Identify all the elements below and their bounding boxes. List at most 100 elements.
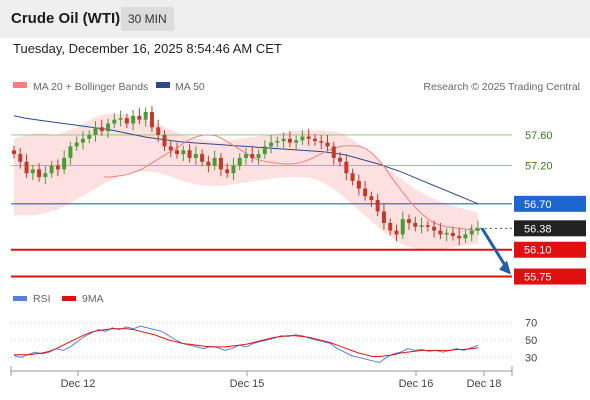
timestamp: Tuesday, December 16, 2025 8:54:46 AM CE… bbox=[13, 41, 282, 56]
candle-body bbox=[306, 136, 311, 139]
level-tag-56.10 bbox=[514, 241, 586, 258]
candle-body bbox=[450, 232, 455, 236]
level-label-56.38: 56.38 bbox=[524, 223, 552, 235]
candle-body bbox=[212, 157, 217, 166]
candle-body bbox=[181, 150, 186, 155]
rsi-legend-swatch bbox=[13, 296, 27, 301]
candle-body bbox=[344, 161, 349, 174]
candle-body bbox=[457, 235, 462, 239]
candle-body bbox=[124, 118, 129, 124]
projection-arrow bbox=[480, 227, 509, 270]
candle-body bbox=[149, 112, 154, 128]
rsi-ma-line bbox=[14, 328, 479, 357]
candle-body bbox=[193, 154, 198, 158]
candle-body bbox=[162, 134, 167, 147]
timeframe-badge[interactable]: 30 MIN bbox=[121, 7, 174, 31]
level-tag-56.70 bbox=[514, 195, 586, 212]
candle-body bbox=[287, 138, 292, 143]
level-label-56.70: 56.70 bbox=[524, 199, 552, 211]
candle-body bbox=[106, 123, 111, 132]
candle-body bbox=[93, 127, 98, 135]
candle-body bbox=[476, 228, 480, 231]
ma20-legend-swatch bbox=[13, 82, 27, 88]
candle-body bbox=[419, 225, 424, 227]
bollinger-band bbox=[14, 113, 478, 250]
candle-body bbox=[325, 142, 330, 147]
rsi-legend-label: RSI bbox=[33, 293, 51, 305]
candle-body bbox=[206, 161, 211, 166]
candle-body bbox=[30, 169, 35, 174]
candle-body bbox=[55, 165, 60, 170]
candle-body bbox=[312, 138, 317, 142]
candle-body bbox=[463, 234, 468, 239]
candle-body bbox=[369, 196, 374, 200]
ma50-legend-label: MA 50 bbox=[175, 81, 205, 93]
candle-body bbox=[156, 127, 161, 135]
candle-body bbox=[375, 200, 380, 212]
level-label-55.75: 55.75 bbox=[524, 272, 552, 284]
x-tick-label: Dec 15 bbox=[230, 378, 265, 390]
candle-body bbox=[99, 127, 104, 132]
candle-body bbox=[43, 173, 48, 178]
candle-body bbox=[24, 161, 29, 174]
ma20-legend-label: MA 20 + Bollinger Bands bbox=[33, 81, 148, 93]
candle-body bbox=[275, 141, 280, 143]
rsi-ma-legend-label: 9MA bbox=[82, 293, 104, 305]
level-label-57.20: 57.20 bbox=[525, 161, 553, 173]
rsi-tick-70: 70 bbox=[525, 318, 537, 330]
candle-body bbox=[37, 169, 42, 178]
candle-body bbox=[407, 219, 412, 223]
candle-body bbox=[338, 157, 343, 162]
candle-body bbox=[413, 222, 418, 227]
candle-body bbox=[250, 154, 255, 158]
candle-body bbox=[137, 115, 142, 120]
ma50-line bbox=[13, 115, 479, 205]
candle-body bbox=[256, 154, 261, 158]
candle-body bbox=[12, 150, 16, 155]
candle-body bbox=[80, 138, 85, 143]
candle-body bbox=[68, 146, 73, 158]
candle-body bbox=[294, 140, 299, 143]
candle-body bbox=[281, 138, 286, 142]
projection-arrow-head bbox=[499, 260, 511, 275]
level-tag-55.75 bbox=[514, 268, 586, 285]
candle-body bbox=[469, 230, 474, 235]
candle-body bbox=[400, 219, 405, 235]
candle-body bbox=[231, 165, 236, 174]
copyright-text: Research © 2025 Trading Central bbox=[423, 81, 580, 93]
candle-body bbox=[319, 141, 324, 143]
candle-body bbox=[432, 226, 437, 231]
candle-body bbox=[74, 142, 79, 147]
candle-body bbox=[175, 150, 180, 155]
candle-body bbox=[363, 188, 368, 197]
candle-body bbox=[237, 157, 242, 166]
level-label-56.10: 56.10 bbox=[524, 245, 552, 257]
rsi-line bbox=[13, 325, 479, 364]
candle-body bbox=[131, 115, 136, 124]
x-tick-label: Dec 18 bbox=[467, 378, 502, 390]
candle-body bbox=[388, 222, 393, 231]
candle-body bbox=[438, 230, 443, 235]
candle-body bbox=[356, 180, 361, 189]
candle-body bbox=[18, 154, 23, 162]
x-tick-label: Dec 12 bbox=[61, 378, 96, 390]
candle-body bbox=[143, 112, 148, 120]
x-tick-label: Dec 16 bbox=[399, 378, 434, 390]
level-tag-56.38 bbox=[514, 220, 586, 237]
candle-body bbox=[244, 154, 248, 158]
header-bar: Crude Oil (WTI) 30 MIN bbox=[0, 0, 590, 38]
rsi-ma-legend-swatch bbox=[62, 296, 76, 301]
candle-body bbox=[168, 146, 173, 151]
candle-body bbox=[444, 232, 449, 235]
candle-body bbox=[394, 230, 399, 235]
candle-body bbox=[269, 142, 274, 147]
candle-body bbox=[331, 146, 336, 158]
rsi-tick-50: 50 bbox=[525, 335, 537, 347]
candle-body bbox=[87, 134, 92, 139]
candle-body bbox=[225, 169, 230, 174]
level-label-57.60: 57.60 bbox=[525, 130, 553, 142]
candle-body bbox=[62, 157, 67, 170]
instrument-title: Crude Oil (WTI) bbox=[11, 10, 121, 27]
